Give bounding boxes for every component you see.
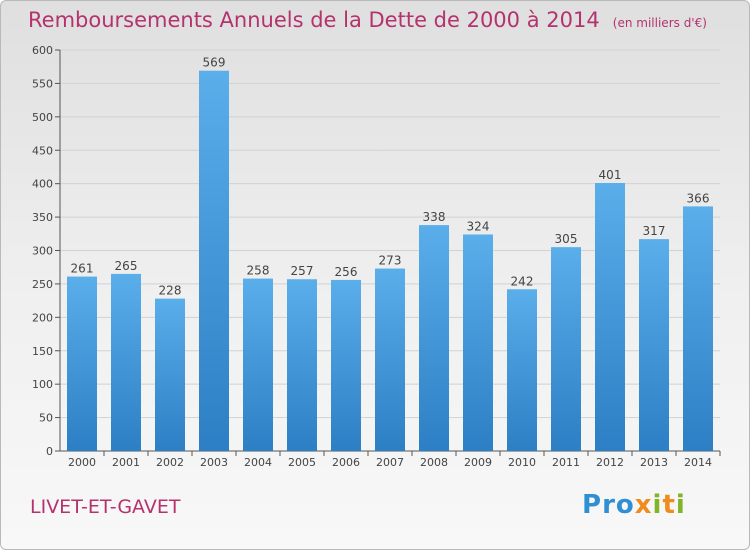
x-tick-label: 2008 xyxy=(420,456,448,469)
bar xyxy=(595,182,625,451)
proxiti-logo: Proxiti xyxy=(582,490,686,520)
data-label: 258 xyxy=(247,264,270,278)
x-tick-label: 2011 xyxy=(552,456,580,469)
x-tick-label: 2013 xyxy=(640,456,668,469)
y-tick-label: 600 xyxy=(32,44,53,57)
x-tick-label: 2003 xyxy=(200,456,228,469)
bar xyxy=(243,278,273,451)
data-label: 317 xyxy=(643,224,666,238)
y-tick-label: 50 xyxy=(39,412,53,425)
bar xyxy=(463,234,493,451)
y-tick-label: 200 xyxy=(32,311,53,324)
data-label: 228 xyxy=(159,284,182,298)
bar xyxy=(331,279,361,451)
x-tick-label: 2004 xyxy=(244,456,272,469)
x-tick-label: 2010 xyxy=(508,456,536,469)
y-tick-label: 550 xyxy=(32,77,53,90)
data-label: 265 xyxy=(115,259,138,273)
x-tick-label: 2001 xyxy=(112,456,140,469)
bar xyxy=(419,225,449,451)
data-label: 324 xyxy=(467,219,490,233)
y-tick-label: 350 xyxy=(32,211,53,224)
x-tick-label: 2005 xyxy=(288,456,316,469)
bar xyxy=(551,247,581,451)
bar xyxy=(639,239,669,451)
x-tick-label: 2002 xyxy=(156,456,184,469)
data-label: 338 xyxy=(423,210,446,224)
chart-title: Remboursements Annuels de la Dette de 20… xyxy=(28,8,600,32)
y-tick-label: 150 xyxy=(32,345,53,358)
chart-subtitle: (en milliers d'€) xyxy=(612,16,707,30)
y-tick-label: 400 xyxy=(32,178,53,191)
data-label: 256 xyxy=(335,265,358,279)
bar xyxy=(67,276,97,451)
data-label: 242 xyxy=(511,274,534,288)
bars xyxy=(67,70,713,452)
data-label: 273 xyxy=(379,254,402,268)
y-tick-label: 450 xyxy=(32,144,53,157)
bar xyxy=(287,279,317,451)
bar xyxy=(155,298,185,451)
chart-title-block: Remboursements Annuels de la Dette de 20… xyxy=(28,8,707,32)
bar xyxy=(375,268,405,451)
town-name: LIVET-ET-GAVET xyxy=(30,496,181,518)
y-tick-label: 250 xyxy=(32,278,53,291)
y-tick-label: 100 xyxy=(32,378,53,391)
y-tick-label: 0 xyxy=(46,445,53,458)
data-label: 257 xyxy=(291,264,314,278)
y-tick-label: 300 xyxy=(32,245,53,258)
data-label: 366 xyxy=(687,191,710,205)
x-tick-label: 2012 xyxy=(596,456,624,469)
data-label: 569 xyxy=(203,56,226,70)
x-tick-label: 2009 xyxy=(464,456,492,469)
x-tick-label: 2000 xyxy=(68,456,96,469)
bar xyxy=(111,273,141,451)
y-tick-label: 500 xyxy=(32,111,53,124)
labels: 0 50 100 150 200 250 300 350 400 450 500 550 600 261 2… xyxy=(32,44,712,469)
bar xyxy=(683,206,713,451)
x-tick-label: 2007 xyxy=(376,456,404,469)
x-tick-label: 2006 xyxy=(332,456,360,469)
bar xyxy=(507,289,537,451)
data-label: 261 xyxy=(71,262,94,276)
x-tick-label: 2014 xyxy=(684,456,712,469)
data-label: 401 xyxy=(599,168,622,182)
data-label: 305 xyxy=(555,232,578,246)
bar xyxy=(199,70,229,452)
